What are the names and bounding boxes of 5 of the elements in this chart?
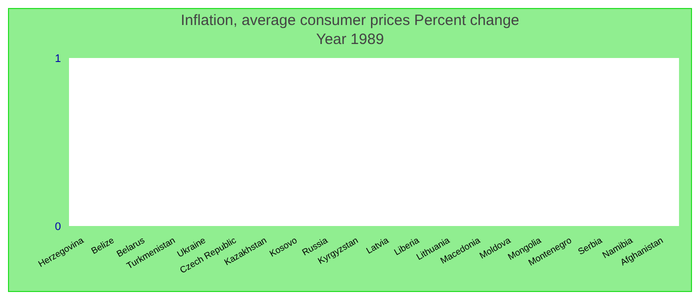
chart-subtitle: Year 1989 <box>315 30 385 48</box>
chart-title: Inflation, average consumer prices Percent change <box>180 11 520 29</box>
y-tick-label: 0 <box>54 220 61 233</box>
x-tick-label: Latvia <box>364 235 390 256</box>
y-tick-label: 1 <box>54 52 61 65</box>
